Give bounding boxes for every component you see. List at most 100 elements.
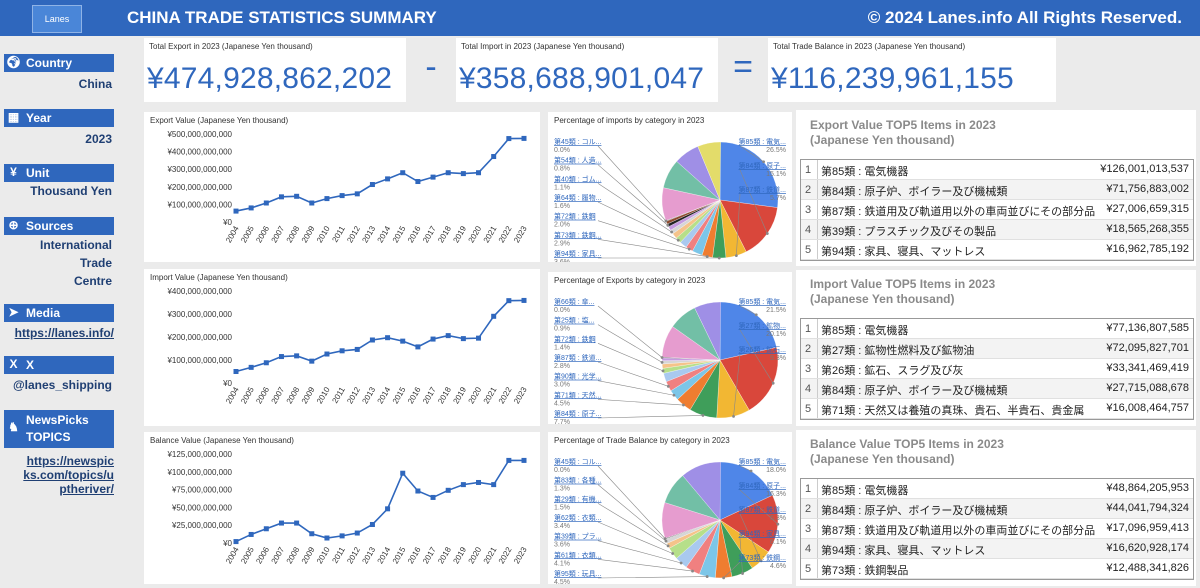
- x-tick-label: 2023: [512, 224, 529, 244]
- total-balance-value: ¥116,239,961,155: [771, 62, 1014, 95]
- pie-label: 第87類 : 鉄道...: [739, 185, 787, 194]
- x-label-box: X X: [4, 356, 114, 374]
- import-top5-title-line2: (Japanese Yen thousand): [810, 292, 955, 306]
- y-tick-label: ¥25,000,000,000: [171, 521, 233, 530]
- data-point: [248, 364, 254, 370]
- x-tick-label: 2005: [239, 385, 256, 405]
- export-line-chart-card: Export Value (Japanese Yen thousand) ¥50…: [144, 112, 540, 262]
- item-name-cell: 第73類 : 鉄鋼製品: [821, 565, 909, 577]
- pie-leader-line: [597, 305, 663, 358]
- newspicks-link-3[interactable]: ptheriver/: [59, 482, 114, 496]
- newspicks-link-2[interactable]: ks.com/topics/u: [23, 468, 114, 482]
- header-bar: Lanes CHINA TRADE STATISTICS SUMMARY © 2…: [0, 0, 1200, 36]
- data-point: [445, 333, 451, 339]
- data-point: [430, 174, 436, 180]
- pie-leader-dot: [663, 537, 667, 541]
- x-tick-label: 2019: [451, 545, 468, 565]
- pie-percent-label: 6.3%: [770, 515, 786, 522]
- data-point: [415, 344, 421, 350]
- y-tick-label: ¥100,000,000,000: [166, 468, 232, 477]
- minus-sign: -: [425, 48, 437, 86]
- item-value-cell: ¥71,756,883,002: [1106, 183, 1189, 195]
- pie-label: 第45類 : コル...: [554, 457, 602, 466]
- data-point: [400, 338, 406, 344]
- country-label-box: 🌍︎ Country: [4, 54, 114, 72]
- newspicks-link-1[interactable]: https://newspic: [26, 454, 114, 468]
- data-point: [385, 335, 391, 341]
- x-tick-label: 2007: [270, 224, 287, 244]
- data-point: [476, 335, 482, 341]
- y-tick-label: ¥0: [222, 379, 232, 388]
- y-tick-label: ¥75,000,000,000: [171, 486, 233, 495]
- pie-leader-dot: [771, 381, 775, 385]
- pie-percent-label: 3.6%: [554, 542, 570, 549]
- data-point: [476, 170, 482, 176]
- x-tick-label: 2011: [330, 385, 347, 405]
- balance-line-chart-card: Balance Value (Japanese Yen thousand) ¥1…: [144, 432, 540, 584]
- x-tick-label: 2016: [406, 224, 423, 244]
- x-handle[interactable]: @lanes_shipping: [12, 378, 112, 392]
- pie-leader-line: [736, 193, 741, 256]
- data-point: [491, 482, 497, 488]
- year-value: 2023: [85, 132, 112, 146]
- data-point: [324, 351, 330, 357]
- pie-leader-line: [739, 329, 774, 384]
- data-point: [233, 208, 239, 214]
- y-tick-label: ¥125,000,000,000: [166, 450, 232, 459]
- pie-percent-label: 4.5%: [554, 400, 570, 407]
- pie-percent-label: 1.5%: [554, 504, 570, 511]
- x-tick-label: 2018: [436, 545, 453, 565]
- year-label: Year: [26, 111, 52, 125]
- export-line-chart-title: Export Value (Japanese Yen thousand): [150, 116, 289, 125]
- pie-percent-label: 26.5%: [766, 147, 786, 154]
- x-tick-label: 2021: [482, 385, 499, 405]
- pie-leader-dot: [679, 561, 683, 565]
- data-point: [324, 196, 330, 202]
- pie-label: 第62類 : 衣類...: [554, 513, 602, 522]
- y-tick-label: ¥50,000,000,000: [171, 503, 233, 512]
- pie-percent-label: 2.9%: [554, 240, 570, 247]
- item-name-cell: 第84類 : 原子炉、ボイラー及び機械類: [821, 385, 1008, 397]
- item-value-cell: ¥72,095,827,701: [1106, 342, 1189, 354]
- pie-percent-label: 4.6%: [770, 563, 786, 570]
- x-tick-label: 2017: [421, 224, 438, 244]
- import-top5-title: Import Value TOP5 Items in 2023 (Japanes…: [810, 277, 995, 307]
- pie-leader-line: [597, 220, 690, 250]
- data-point: [278, 194, 284, 200]
- series-line: [235, 299, 525, 373]
- pie-percent-label: 1.6%: [554, 203, 570, 210]
- table-row: 2 第27類 : 鉱物性燃料及び鉱物油 ¥72,095,827,701: [801, 339, 1193, 359]
- x-tick-label: 2012: [345, 545, 362, 565]
- y-tick-label: ¥0: [222, 218, 232, 227]
- pie-leader-dot: [776, 522, 780, 526]
- sources-value-1: International: [39, 238, 112, 252]
- lanes-logo[interactable]: Lanes: [32, 5, 82, 33]
- sidebar: 🌍︎ Country China ▦ Year 2023 ¥ Unit Thou…: [0, 36, 130, 588]
- item-name-cell: 第84類 : 原子炉、ボイラー及び機械類: [821, 186, 1008, 198]
- media-link[interactable]: https://lanes.info/: [14, 326, 114, 340]
- y-tick-label: ¥200,000,000,000: [166, 183, 232, 192]
- x-tick-label: 2006: [254, 545, 271, 565]
- data-point: [491, 154, 497, 160]
- data-point: [506, 457, 512, 463]
- row-separator: [817, 160, 818, 179]
- pie-leader-line: [597, 559, 693, 572]
- export-top5-title-line2: (Japanese Yen thousand): [810, 133, 955, 147]
- x-tick-label: 2018: [436, 385, 453, 405]
- item-value-cell: ¥77,136,807,585: [1106, 322, 1189, 334]
- row-separator: [817, 559, 818, 578]
- pie-leader-dot: [749, 469, 753, 473]
- data-point: [233, 539, 239, 545]
- row-separator: [817, 539, 818, 558]
- item-value-cell: ¥44,041,794,324: [1106, 502, 1189, 514]
- item-name-cell: 第87類 : 鉄道用及び軌道用以外の車両並びにその部分品: [821, 525, 1096, 537]
- pie-percent-label: 0.0%: [554, 467, 570, 474]
- item-name-cell: 第27類 : 鉱物性燃料及び鉱物油: [821, 345, 975, 357]
- data-point: [309, 358, 315, 364]
- country-label: Country: [26, 56, 72, 70]
- data-point: [521, 135, 527, 141]
- x-tick-label: 2008: [285, 224, 302, 244]
- item-value-cell: ¥27,715,088,678: [1106, 382, 1189, 394]
- y-tick-label: ¥0: [222, 539, 232, 548]
- x-tick-label: 2010: [315, 385, 332, 405]
